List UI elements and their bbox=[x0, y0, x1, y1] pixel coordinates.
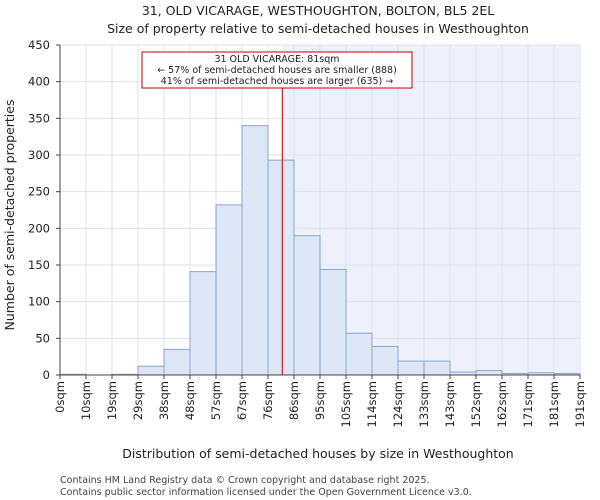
histogram-bar bbox=[215, 204, 243, 376]
annotation-box bbox=[141, 51, 413, 89]
y-tick-label: 150 bbox=[28, 258, 50, 272]
y-tick-label: 250 bbox=[28, 185, 50, 199]
histogram-bar bbox=[423, 360, 451, 376]
x-tick-label: 152sqm bbox=[469, 381, 483, 427]
histogram-bar bbox=[319, 268, 347, 376]
x-tick-label: 10sqm bbox=[79, 381, 93, 420]
annotation-text-line: 31 OLD VICARAGE: 81sqm bbox=[214, 54, 339, 65]
x-tick-label: 86sqm bbox=[287, 381, 301, 420]
histogram-bar bbox=[345, 332, 373, 376]
x-tick-label: 19sqm bbox=[105, 381, 119, 420]
y-tick-label: 450 bbox=[28, 38, 50, 52]
footer-line-1: Contains HM Land Registry data © Crown c… bbox=[60, 475, 430, 486]
x-tick-label: 76sqm bbox=[261, 381, 275, 420]
x-tick-label: 133sqm bbox=[417, 381, 431, 427]
x-tick-label: 124sqm bbox=[391, 381, 405, 427]
histogram-bar bbox=[137, 365, 165, 376]
y-tick-label: 0 bbox=[43, 368, 50, 382]
x-tick-label: 143sqm bbox=[443, 381, 457, 427]
x-tick-label: 191sqm bbox=[573, 381, 587, 427]
histogram-bar bbox=[241, 125, 269, 376]
histogram-bar bbox=[475, 370, 503, 376]
x-tick-label: 29sqm bbox=[131, 381, 145, 420]
x-tick-label: 171sqm bbox=[521, 381, 535, 427]
footer-line-2: Contains public sector information licen… bbox=[60, 487, 472, 498]
x-tick-label: 95sqm bbox=[313, 381, 327, 420]
annotation-text-line: ← 57% of semi-detached houses are smalle… bbox=[157, 65, 397, 76]
x-axis-title: Distribution of semi-detached houses by … bbox=[122, 446, 513, 461]
histogram-bar bbox=[163, 348, 191, 376]
x-tick-label: 48sqm bbox=[183, 381, 197, 420]
annotation-text-line: 41% of semi-detached houses are larger (… bbox=[161, 76, 394, 87]
histogram-bar bbox=[293, 235, 321, 376]
x-tick-label: 162sqm bbox=[495, 381, 509, 427]
x-tick-label: 181sqm bbox=[547, 381, 561, 427]
x-tick-label: 114sqm bbox=[365, 381, 379, 427]
y-tick-label: 100 bbox=[28, 295, 50, 309]
x-tick-label: 67sqm bbox=[235, 381, 249, 420]
chart-subtitle: Size of property relative to semi-detach… bbox=[107, 21, 529, 36]
x-tick-label: 38sqm bbox=[157, 381, 171, 420]
y-tick-label: 350 bbox=[28, 111, 50, 125]
y-axis-title: Number of semi-detached properties bbox=[2, 100, 17, 331]
histogram-bar bbox=[371, 345, 399, 376]
y-tick-label: 50 bbox=[35, 331, 50, 345]
y-tick-label: 200 bbox=[28, 221, 50, 235]
histogram-bar bbox=[397, 360, 425, 376]
y-tick-label: 300 bbox=[28, 148, 50, 162]
chart-title: 31, OLD VICARAGE, WESTHOUGHTON, BOLTON, … bbox=[142, 3, 494, 18]
histogram-bar bbox=[267, 159, 295, 376]
x-tick-label: 57sqm bbox=[209, 381, 223, 420]
x-tick-label: 105sqm bbox=[339, 381, 353, 427]
x-tick-label: 0sqm bbox=[53, 381, 67, 413]
histogram-bar bbox=[189, 271, 217, 376]
y-tick-label: 400 bbox=[28, 75, 50, 89]
